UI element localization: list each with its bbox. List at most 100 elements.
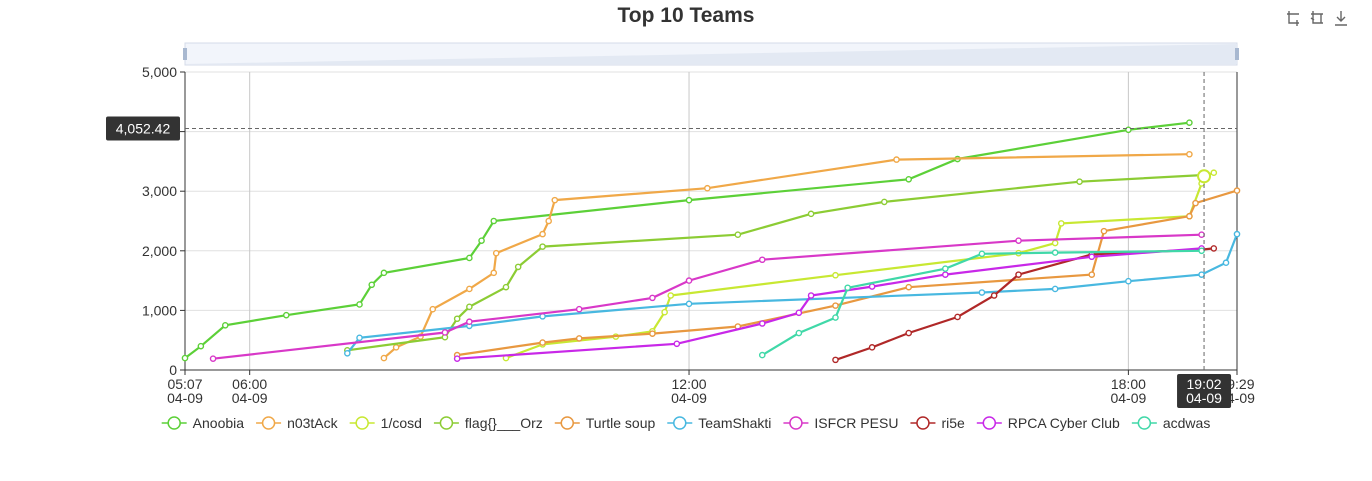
data-point[interactable] [466,285,473,293]
data-point[interactable] [502,283,510,291]
data-point[interactable] [1057,220,1065,227]
legend-marker[interactable] [261,416,276,430]
data-point[interactable] [673,340,681,348]
data-point[interactable] [466,318,473,326]
data-point[interactable] [844,284,851,292]
data-point[interactable] [551,196,559,204]
data-point[interactable] [1051,249,1059,256]
legend-marker[interactable] [982,416,997,430]
legend-marker[interactable] [789,416,803,430]
data-point[interactable] [954,313,961,321]
data-point[interactable] [466,303,473,311]
data-point[interactable] [1186,119,1193,126]
data-point[interactable] [942,271,949,278]
data-point[interactable] [832,314,839,321]
data-point[interactable] [893,156,900,163]
data-point[interactable] [514,263,522,271]
legend-marker[interactable] [1137,416,1152,430]
data-point[interactable] [1125,277,1132,285]
data-point[interactable] [1198,247,1205,255]
data-point[interactable] [1088,253,1096,261]
data-point[interactable] [1210,169,1218,177]
data-point[interactable] [1192,199,1199,207]
data-point[interactable] [942,265,949,272]
data-point[interactable] [1015,237,1022,244]
data-point[interactable] [490,217,498,225]
data-point[interactable] [758,256,766,264]
data-point[interactable] [221,321,229,329]
data-point[interactable] [905,283,913,291]
data-point[interactable] [392,344,400,351]
data-point[interactable] [1051,239,1059,247]
data-point[interactable] [832,302,839,309]
data-point[interactable] [868,344,876,351]
data-point[interactable] [734,231,742,239]
data-point[interactable] [758,351,766,359]
data-point[interactable] [209,355,217,362]
data-point[interactable] [1186,212,1193,220]
data-point[interactable] [795,309,803,317]
legend-marker[interactable] [916,416,930,430]
data-point[interactable] [539,339,546,346]
data-point[interactable] [685,277,693,284]
legend-marker[interactable] [167,416,181,430]
data-point[interactable] [868,283,876,290]
data-point[interactable] [356,334,363,342]
data-point[interactable] [545,217,552,225]
data-point[interactable] [539,243,546,250]
data-point[interactable] [1015,271,1022,278]
data-point[interactable] [978,289,986,296]
data-point[interactable] [539,230,546,238]
data-point[interactable] [905,329,913,337]
data-point[interactable] [880,198,888,206]
data-point[interactable] [453,315,461,323]
data-point[interactable] [1100,227,1108,235]
data-point[interactable] [1198,271,1205,278]
data-point[interactable] [1186,150,1193,158]
data-point[interactable] [807,210,815,218]
data-point[interactable] [1076,178,1083,185]
data-point[interactable] [380,354,388,362]
legend-marker[interactable] [560,416,575,430]
data-point[interactable] [758,320,766,327]
data-point[interactable] [490,269,498,277]
data-point[interactable] [356,301,363,308]
legend-marker[interactable] [355,416,369,430]
data-point[interactable] [453,355,461,362]
data-point[interactable] [667,292,675,299]
data-point[interactable] [1233,187,1241,194]
save-image-icon[interactable] [1332,8,1350,28]
data-point[interactable] [685,300,693,308]
data-point[interactable] [1088,271,1096,278]
data-point[interactable] [368,281,376,289]
data-point[interactable] [795,329,803,337]
data-point[interactable] [492,249,500,257]
data-point[interactable] [181,354,189,362]
legend-marker[interactable] [673,416,687,430]
data-point[interactable] [478,237,485,244]
data-point[interactable] [441,329,449,336]
data-point[interactable] [990,292,998,299]
data-point[interactable] [832,271,839,279]
data-point[interactable] [380,269,388,277]
data-point[interactable] [832,356,839,364]
data-point[interactable] [344,350,351,357]
data-zoom-handle-right[interactable] [1235,48,1239,60]
data-point[interactable] [1198,231,1205,239]
data-point[interactable] [704,184,711,192]
data-point[interactable] [1210,245,1218,252]
data-point[interactable] [905,175,913,183]
data-zoom-handle-left[interactable] [183,48,187,60]
data-point[interactable] [807,292,815,299]
data-point[interactable] [1051,285,1059,293]
data-point[interactable] [197,342,205,350]
data-point[interactable] [1233,230,1241,238]
data-point[interactable] [649,294,656,302]
data-point[interactable] [1125,126,1132,134]
data-point[interactable] [429,305,437,313]
data-point[interactable] [575,335,583,342]
data-point[interactable] [649,330,656,337]
data-point[interactable] [282,311,290,319]
zoom-icon[interactable] [1284,8,1302,28]
zoom-reset-icon[interactable] [1308,8,1326,28]
